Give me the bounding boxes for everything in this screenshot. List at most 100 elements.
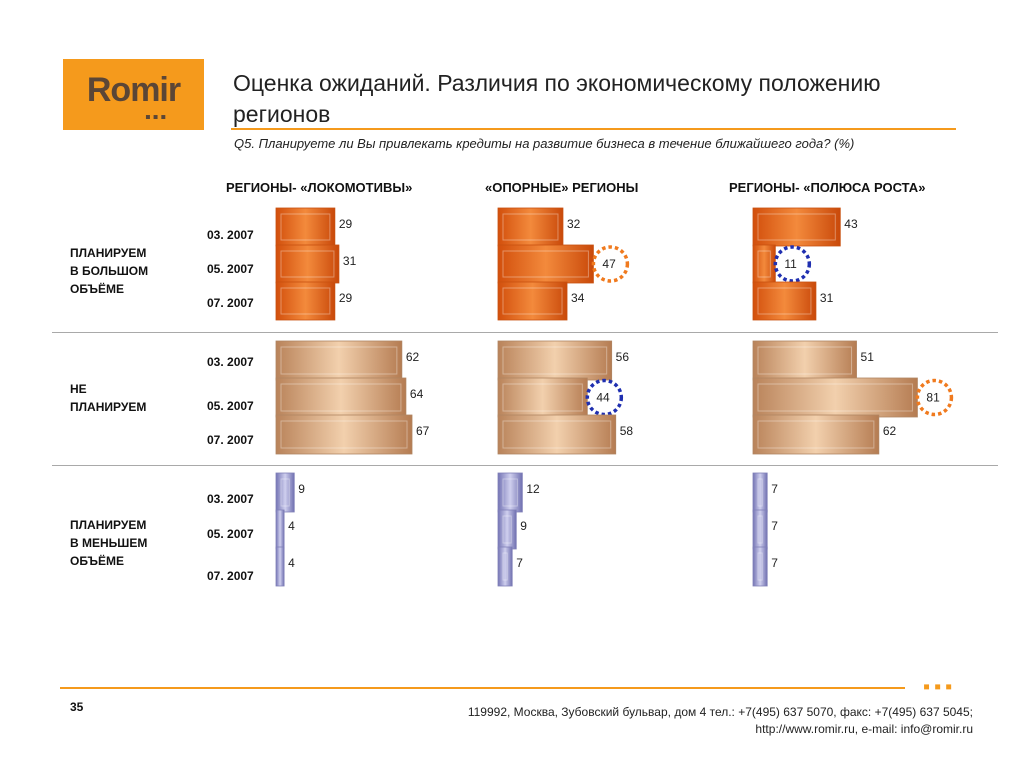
date-label: 03. 2007 <box>207 228 254 242</box>
value-label: 4 <box>288 519 295 533</box>
bar-r0-c0-d0 <box>275 207 336 247</box>
footer-address: 119992, Москва, Зубовский бульвар, дом 4… <box>467 705 973 719</box>
bar-r1-c2-d2 <box>752 414 880 455</box>
value-label: 4 <box>288 556 295 570</box>
value-label: 67 <box>416 424 430 438</box>
footer-divider <box>60 687 905 689</box>
date-label: 05. 2007 <box>207 399 254 413</box>
footer-contacts: 119992, Москва, Зубовский бульвар, дом 4… <box>468 704 973 738</box>
bar-bevel <box>502 383 583 412</box>
bar-bevel <box>280 346 398 375</box>
value-label: 44 <box>596 391 610 405</box>
value-label: 81 <box>926 391 940 405</box>
bar-bevel <box>502 515 512 544</box>
bar-bevel <box>502 552 508 581</box>
bar-bevel <box>757 213 836 241</box>
bar-bevel <box>280 420 408 449</box>
bar-bevel <box>502 287 563 315</box>
date-label: 07. 2007 <box>207 296 254 310</box>
value-label: 62 <box>883 424 897 438</box>
bar-bevel <box>280 287 331 315</box>
bar-r2-c0-d0 <box>275 472 295 513</box>
bar-bevel <box>502 250 589 278</box>
highlight-circle <box>915 378 954 417</box>
bar-bevel <box>757 552 763 581</box>
date-label: 07. 2007 <box>207 569 254 583</box>
bar-r0-c1-d2 <box>497 281 568 321</box>
bar-bevel <box>502 478 518 507</box>
value-label: 32 <box>567 217 581 231</box>
bar-r0-c1-d1 <box>497 244 594 284</box>
bar-bevel <box>502 213 559 241</box>
bar-bevel <box>757 287 812 315</box>
value-label: 34 <box>571 291 585 305</box>
value-label: 31 <box>820 291 834 305</box>
bar-r1-c0-d2 <box>275 414 413 455</box>
footer-web: http://www.romir.ru, e-mail: info@romir.… <box>755 722 973 736</box>
bar-r1-c1-d1 <box>497 377 588 418</box>
value-label: 64 <box>410 387 424 401</box>
value-label: 9 <box>298 482 305 496</box>
column-header-support: «ОПОРНЫЕ» РЕГИОНЫ <box>485 180 639 195</box>
value-label: 12 <box>526 482 540 496</box>
bar-r0-c0-d1 <box>275 244 340 284</box>
date-label: 05. 2007 <box>207 262 254 276</box>
value-label: 43 <box>844 217 858 231</box>
bar-r2-c0-d2 <box>275 546 285 587</box>
value-label: 11 <box>784 257 797 271</box>
highlight-circle <box>591 245 630 283</box>
bar-bevel <box>757 478 763 507</box>
bar-bevel <box>502 346 608 375</box>
highlight-circle <box>773 245 812 283</box>
logo-text: Romir <box>86 71 181 109</box>
page-number: 35 <box>70 700 84 714</box>
bar-bevel <box>280 250 335 278</box>
bar-r1-c1-d2 <box>497 414 617 455</box>
page-title: Оценка ожиданий. Различия по экономическ… <box>233 70 881 127</box>
romir-logo: Romir ▪▪▪ <box>63 59 204 130</box>
bar-bevel <box>757 515 763 544</box>
bar-bevel <box>757 383 913 412</box>
bar-bevel <box>757 250 771 278</box>
value-label: 7 <box>516 556 523 570</box>
footer-dots-icon: ▪▪▪ <box>923 676 957 698</box>
question-text: Q5. Планируете ли Вы привлекать кредиты … <box>234 136 855 151</box>
highlight-circle <box>585 378 624 417</box>
date-label: 03. 2007 <box>207 492 254 506</box>
date-label: 07. 2007 <box>207 433 254 447</box>
value-label: 29 <box>339 291 353 305</box>
bar-bevel <box>757 346 853 375</box>
title-divider <box>231 128 956 130</box>
bar-r0-c2-d2 <box>752 281 817 321</box>
bar-bevel <box>280 478 290 507</box>
value-label: 29 <box>339 217 353 231</box>
bar-bevel <box>280 383 402 412</box>
value-label: 7 <box>771 482 778 496</box>
bar-r2-c0-d1 <box>275 509 285 550</box>
value-label: 47 <box>602 257 616 271</box>
bar-r2-c1-d0 <box>497 472 523 513</box>
value-label: 58 <box>620 424 634 438</box>
bar-r0-c2-d0 <box>752 207 841 247</box>
bar-r1-c0-d0 <box>275 340 403 381</box>
bar-r2-c2-d2 <box>752 546 768 587</box>
value-label: 7 <box>771 556 778 570</box>
row-separator <box>52 465 998 466</box>
column-header-growth: РЕГИОНЫ- «ПОЛЮСА РОСТА» <box>729 180 926 195</box>
value-label: 7 <box>771 519 778 533</box>
value-label: 31 <box>343 254 357 268</box>
value-label: 9 <box>520 519 527 533</box>
row-label-plan-less: ПЛАНИРУЕМ В МЕНЬШЕМ ОБЪЁМЕ <box>70 518 148 568</box>
bar-r1-c2-d0 <box>752 340 857 381</box>
date-label: 03. 2007 <box>207 355 254 369</box>
row-label-not-plan: НЕ ПЛАНИРУЕМ <box>70 382 147 414</box>
logo-dots-icon: ▪▪▪ <box>145 109 169 126</box>
date-label: 05. 2007 <box>207 527 254 541</box>
row-label-plan-more: ПЛАНИРУЕМ В БОЛЬШОМ ОБЪЁМЕ <box>70 246 149 296</box>
column-header-locomotives: РЕГИОНЫ- «ЛОКОМОТИВЫ» <box>226 180 413 195</box>
value-label: 56 <box>616 350 630 364</box>
row-separator <box>52 332 998 333</box>
bar-r2-c1-d2 <box>497 546 513 587</box>
bar-r0-c1-d0 <box>497 207 564 247</box>
